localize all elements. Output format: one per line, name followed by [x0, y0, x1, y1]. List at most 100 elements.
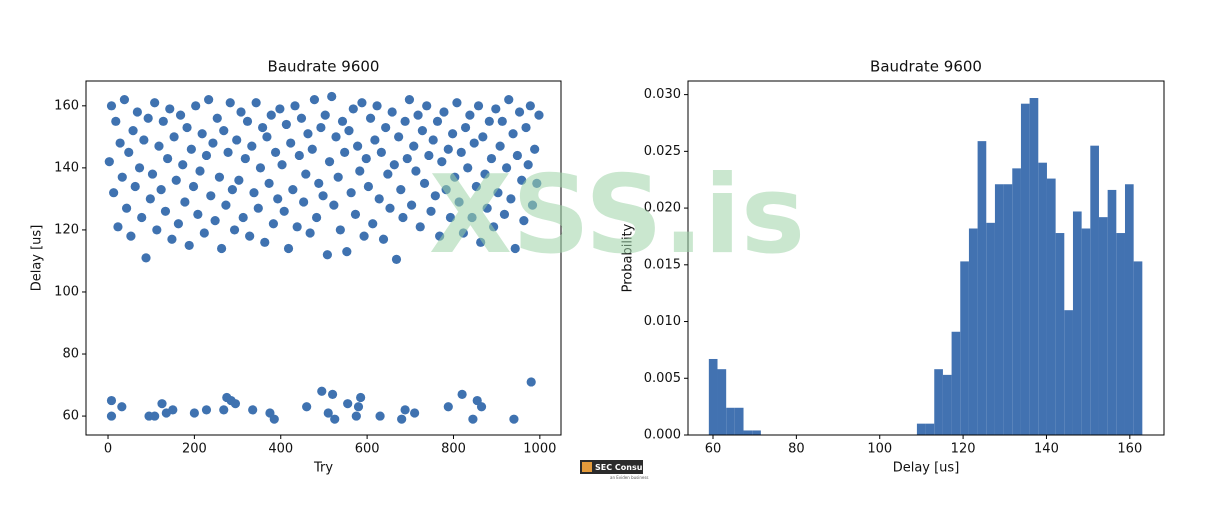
bar	[717, 369, 727, 435]
dot	[394, 132, 404, 142]
y-tick-label: 0.025	[644, 144, 681, 159]
dot	[163, 153, 173, 164]
axes-frame	[85, 80, 562, 436]
x-tick-label: 80	[788, 442, 805, 457]
dot	[204, 95, 214, 105]
dot	[225, 98, 235, 108]
dot	[501, 163, 512, 173]
dot	[264, 178, 274, 188]
dot	[476, 402, 487, 412]
dot	[457, 389, 467, 399]
dot	[484, 116, 494, 126]
dot	[432, 116, 443, 126]
dot	[219, 126, 229, 136]
dot	[469, 138, 479, 148]
dot	[236, 107, 246, 117]
dot	[311, 212, 322, 223]
dot	[413, 110, 423, 120]
dot	[357, 98, 367, 108]
dot	[208, 138, 218, 148]
bar	[743, 430, 753, 435]
dot	[340, 147, 350, 157]
dot	[437, 157, 447, 167]
dot	[324, 157, 335, 167]
dot	[128, 126, 138, 136]
y-tick-label: 120	[54, 222, 79, 237]
dot	[410, 408, 420, 418]
dot	[346, 188, 356, 198]
dot	[106, 395, 117, 406]
y-tick-label: 0.030	[644, 87, 681, 102]
x-tick-label: 200	[182, 442, 207, 457]
dot	[109, 188, 119, 198]
dot	[489, 222, 499, 232]
dot	[292, 222, 302, 232]
axes-frame	[687, 80, 1165, 436]
dot	[230, 399, 241, 409]
dot	[165, 104, 175, 114]
x-tick-label: 100	[867, 442, 892, 457]
x-axis-label: Delay [us]	[893, 461, 960, 476]
dot	[422, 101, 432, 111]
bar	[968, 228, 978, 435]
dot	[189, 408, 199, 418]
dot	[387, 107, 397, 117]
y-tick-label: 0.020	[644, 201, 681, 216]
x-tick-label: 600	[355, 442, 380, 457]
dot	[175, 110, 186, 120]
dot	[248, 405, 258, 415]
dot	[137, 212, 147, 223]
dot	[279, 206, 289, 216]
bar	[1107, 189, 1117, 435]
dot	[126, 231, 136, 241]
dot	[188, 181, 199, 192]
dot	[368, 219, 378, 229]
bar	[960, 261, 969, 435]
dot	[281, 119, 291, 130]
dot	[378, 234, 389, 244]
dot	[370, 135, 380, 145]
dot	[448, 129, 458, 139]
dot	[270, 147, 281, 157]
dot	[337, 116, 348, 126]
dot	[201, 150, 212, 161]
dot	[305, 228, 315, 238]
x-tick-label: 140	[1034, 442, 1059, 457]
dot	[365, 113, 376, 123]
dot	[247, 141, 257, 151]
dot	[530, 144, 540, 154]
dot	[286, 138, 296, 148]
dot	[197, 129, 207, 139]
dot	[491, 104, 501, 114]
dot	[303, 129, 313, 139]
dot	[317, 386, 327, 396]
dot	[240, 153, 250, 164]
dot	[171, 175, 181, 185]
dot	[277, 160, 287, 170]
dot	[201, 405, 212, 415]
dot	[480, 169, 490, 179]
dot	[450, 172, 460, 182]
x-tick-label: 800	[441, 442, 466, 457]
dot	[150, 411, 160, 421]
dot	[115, 138, 125, 148]
chart-title: Baudrate 9600	[870, 58, 982, 76]
y-axis-label: Delay [us]	[30, 225, 45, 292]
dot	[460, 122, 471, 133]
dot	[391, 254, 402, 264]
dot	[397, 414, 407, 424]
dot	[402, 153, 412, 164]
bar	[1081, 228, 1091, 435]
dot	[322, 250, 332, 260]
dot	[169, 132, 179, 142]
bar	[951, 331, 961, 435]
bar	[1029, 98, 1039, 436]
dot	[454, 197, 464, 207]
dot	[526, 377, 536, 387]
bar	[1012, 168, 1021, 435]
x-tick-label: 1000	[523, 442, 556, 457]
dot	[389, 160, 399, 170]
dot	[396, 184, 406, 195]
bar	[1124, 184, 1134, 435]
bar	[934, 369, 943, 435]
